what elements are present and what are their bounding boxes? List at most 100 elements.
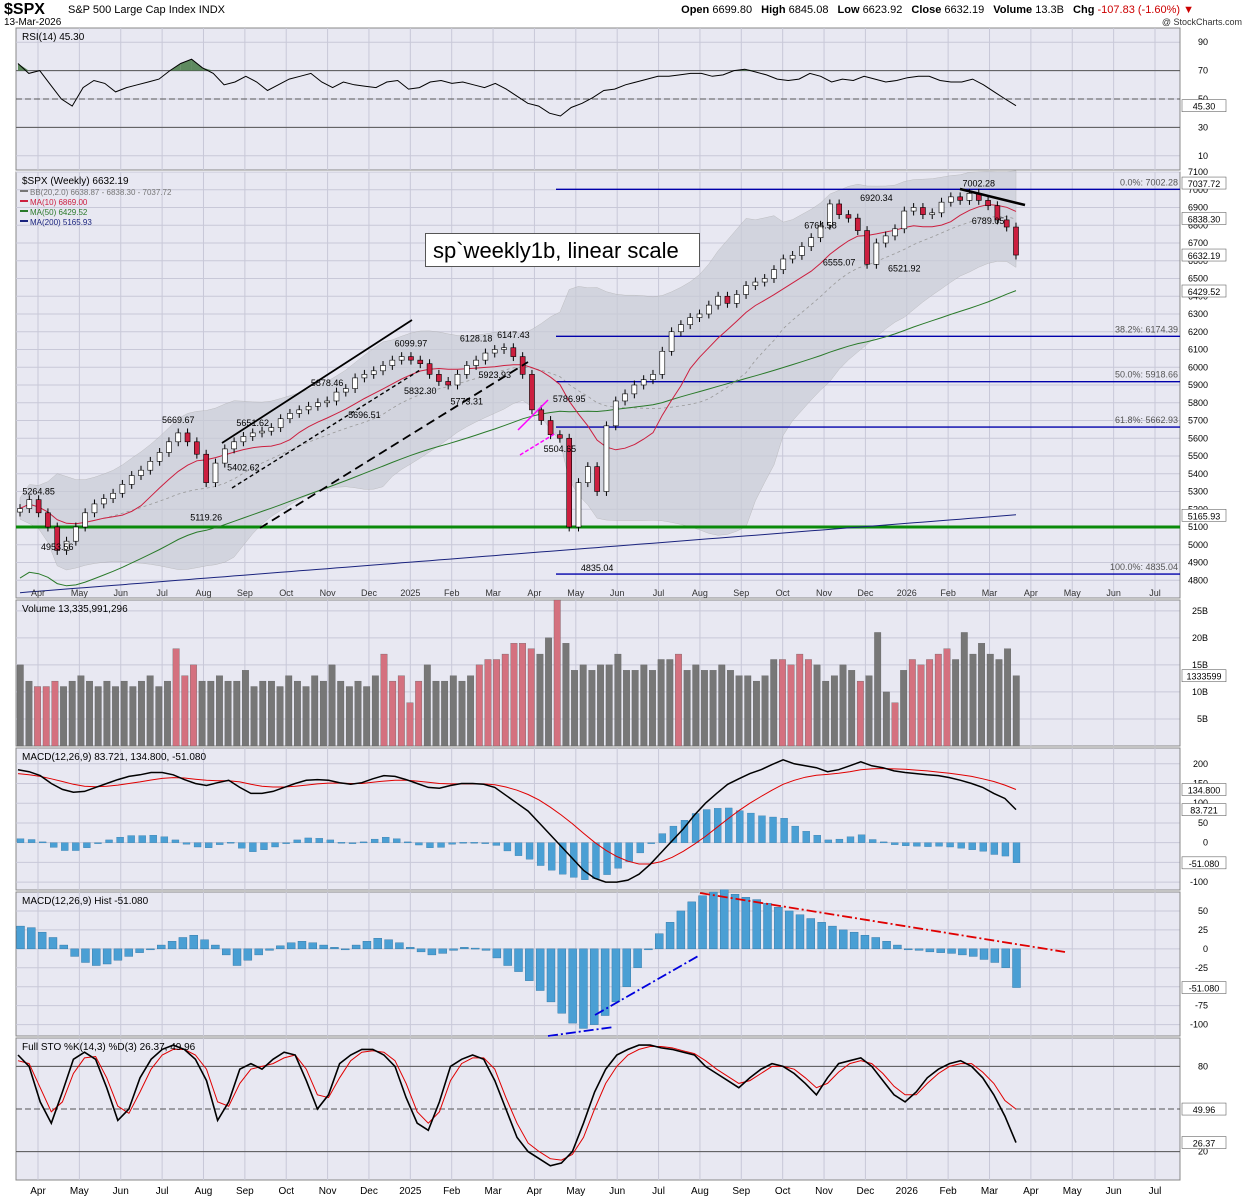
volume-bar: [510, 643, 518, 747]
macd-histogram-bar: [559, 842, 567, 875]
rsi-line: [17, 58, 1017, 117]
price-annotation: 5264.85: [22, 487, 55, 497]
macd-tick-label: -100: [1190, 877, 1208, 887]
volume-bar: [432, 680, 440, 747]
price-annotation: 5504.65: [544, 444, 577, 454]
price-right-label-tag: [1181, 212, 1227, 225]
price-tick-label: 6900: [1188, 203, 1208, 213]
candle-body: [966, 193, 973, 201]
macd-histogram-bar: [747, 812, 755, 843]
candle-body: [771, 269, 777, 279]
candle-body: [156, 452, 163, 462]
rsi-tick-label: 70: [1198, 66, 1208, 76]
volume-bar: [882, 691, 890, 747]
price-right-label: 6429.52: [1188, 287, 1221, 297]
volume-title: Volume 13,335,991,296: [22, 604, 128, 615]
price-x-tick: Dec: [857, 588, 874, 598]
candle-body: [892, 228, 898, 237]
macd-histogram-bar: [702, 809, 711, 843]
macd-histogram-bar: [415, 842, 423, 846]
macd-histogram-bar: [979, 842, 987, 852]
candle-body: [166, 441, 172, 453]
rsi-overbought-fill: [202, 67, 214, 71]
volume-bar: [51, 680, 59, 747]
macd-histogram-bar: [348, 842, 357, 844]
macd-histogram-bar: [470, 842, 478, 844]
bottom-x-tick: Jun: [609, 1186, 625, 1197]
price-annotation: 6555.07: [823, 258, 856, 268]
down-arrow-icon: ▼: [1183, 4, 1194, 16]
macd-hist-last-tag: [1181, 981, 1227, 994]
price-annotation: 5773.31: [451, 396, 484, 406]
candle-body: [361, 374, 368, 379]
price-tick-label: 5000: [1188, 540, 1208, 550]
stochastic-k-line: [17, 1044, 1017, 1167]
volume-bar: [34, 686, 41, 747]
macd-hist-bar: [70, 948, 79, 957]
volume-bar: [597, 664, 604, 747]
macd-hist-bar: [698, 895, 707, 950]
macd-histogram-bar: [127, 835, 135, 843]
volume-bar: [441, 680, 449, 747]
macd-hist-bar: [774, 906, 783, 950]
macd-hist-bar: [492, 948, 502, 959]
volume-last-value-tag: [1181, 669, 1227, 683]
candle-body: [557, 434, 563, 439]
volume-bar: [155, 686, 163, 747]
legend-entry: MA(50) 6429.52: [30, 208, 88, 217]
candle-body: [585, 466, 591, 483]
macd-histogram-bar: [736, 810, 744, 843]
macd-hist-bar: [341, 948, 350, 951]
macd-hist-bar: [81, 948, 90, 963]
volume-bar: [103, 680, 111, 747]
macd-hist-last: -51.080: [1189, 984, 1220, 994]
legend-swatch: [20, 220, 28, 222]
candle-body: [873, 242, 880, 265]
macd-hist-last: -51.080: [1189, 859, 1220, 869]
macd-hist-tick-label: -75: [1195, 1001, 1208, 1011]
stochastic-title: Full STO %K(14,3) %D(3) 26.37, 49.96: [22, 1042, 196, 1053]
price-x-tick: Dec: [361, 588, 378, 598]
volume-bar: [874, 632, 882, 747]
rsi-overbought-fill: [191, 59, 203, 71]
macd-hist-bar: [763, 903, 772, 950]
price-right-label-tag: [1181, 248, 1227, 262]
candle-body: [35, 499, 42, 514]
macd-histogram-bar: [459, 842, 467, 844]
volume-bar: [943, 648, 951, 747]
price-tick-label: 7100: [1188, 167, 1208, 177]
macd-signal-line: [17, 767, 1017, 865]
candle-body: [948, 196, 954, 203]
macd-histogram-bar: [204, 842, 213, 848]
macd-hist-bar: [319, 944, 328, 950]
macd-hist-bar: [200, 939, 209, 950]
candle-body: [575, 482, 582, 528]
macd-histogram-bar: [293, 839, 301, 843]
macd-histogram-bar: [924, 842, 932, 847]
volume-bar: [701, 670, 708, 747]
candle-body: [910, 207, 917, 212]
bottom-x-tick: May: [70, 1186, 89, 1197]
macd-hist-bar: [276, 945, 285, 950]
candle-body: [687, 317, 694, 325]
macd-hist-bar: [427, 948, 437, 956]
candle-body: [221, 448, 228, 464]
bottom-x-tick: Apr: [30, 1186, 46, 1197]
macd-hist-bar: [741, 897, 751, 950]
volume-bar: [94, 686, 102, 747]
candle-body: [938, 201, 945, 214]
volume-bar: [900, 670, 908, 747]
price-annotation: 6789.05: [972, 216, 1005, 226]
macd-hist-bar: [514, 948, 523, 972]
macd-hist-bar: [676, 910, 686, 950]
macd-histogram-bar: [791, 825, 799, 843]
macd-histogram-bar: [503, 842, 512, 852]
candle-body: [417, 359, 424, 364]
candle-body: [45, 512, 51, 528]
volume-bar: [276, 686, 284, 747]
volume-bar: [545, 637, 552, 747]
bottom-x-tick: Nov: [815, 1186, 833, 1197]
candle-body: [808, 237, 815, 247]
candle-body: [650, 374, 656, 380]
